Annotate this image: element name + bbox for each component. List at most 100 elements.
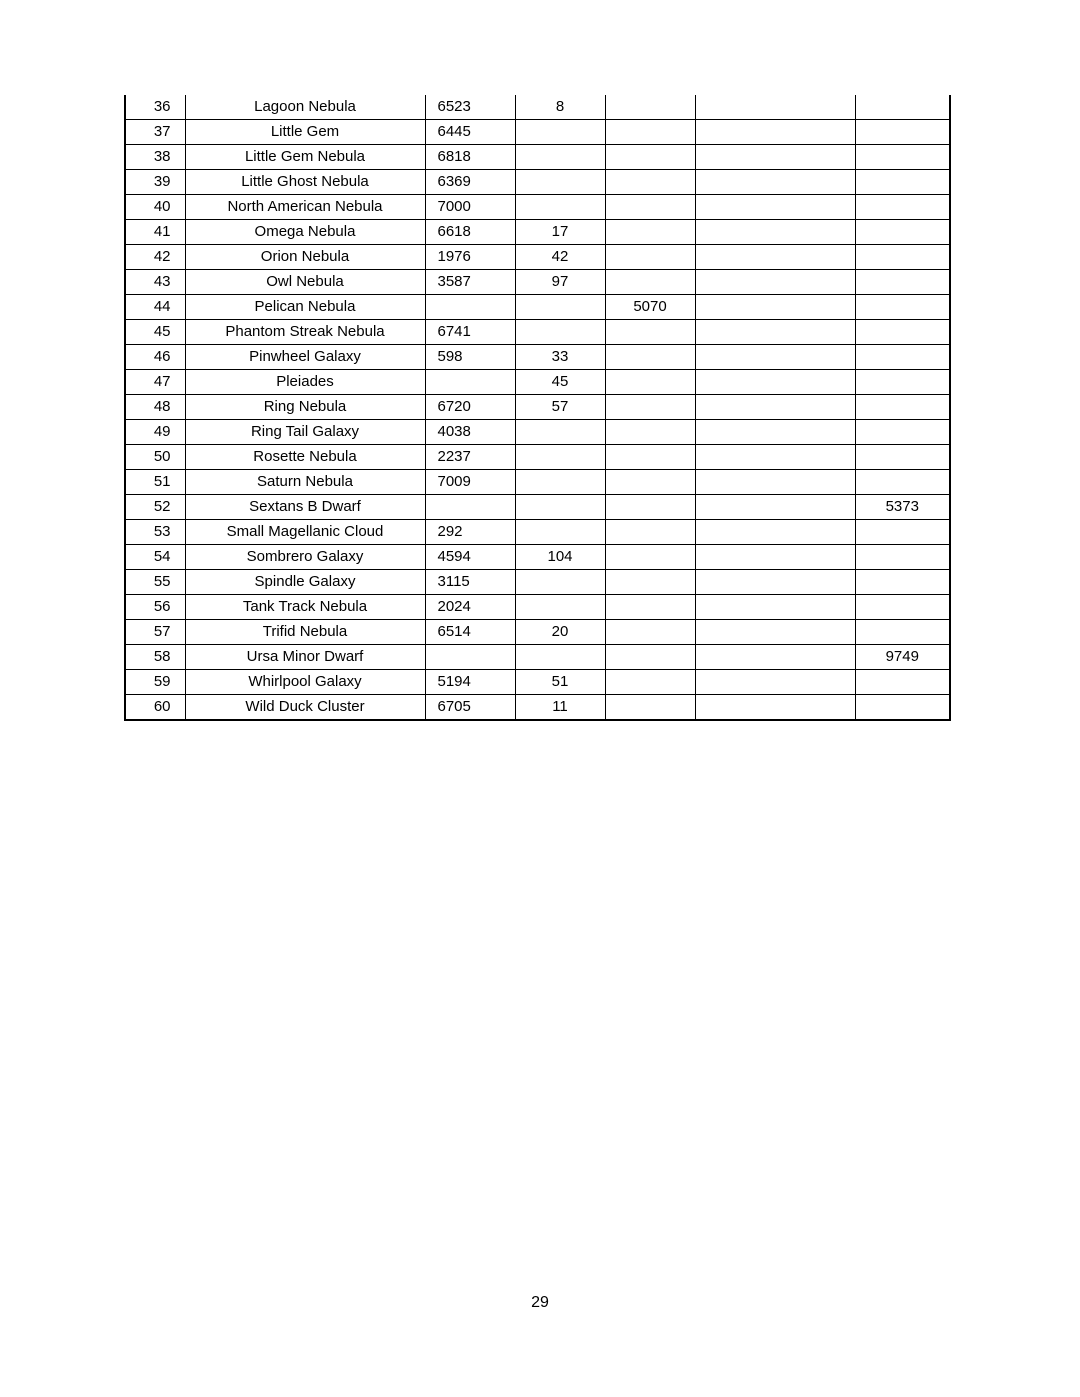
- table-row: 41Omega Nebula661817: [125, 220, 950, 245]
- table-cell: 36: [125, 95, 185, 120]
- table-cell: [695, 695, 855, 721]
- table-cell: 1976: [425, 245, 515, 270]
- table-cell: [515, 595, 605, 620]
- table-row: 39Little Ghost Nebula6369: [125, 170, 950, 195]
- table-cell: Spindle Galaxy: [185, 570, 425, 595]
- table-cell: 6818: [425, 145, 515, 170]
- table-cell: 11: [515, 695, 605, 721]
- table-cell: 38: [125, 145, 185, 170]
- table-cell: [855, 170, 950, 195]
- table-cell: [855, 320, 950, 345]
- table-cell: [695, 295, 855, 320]
- document-page: 36Lagoon Nebula6523837Little Gem644538Li…: [0, 0, 1080, 1397]
- table-row: 38Little Gem Nebula6818: [125, 145, 950, 170]
- table-cell: 59: [125, 670, 185, 695]
- table-cell: [605, 570, 695, 595]
- table-cell: [605, 620, 695, 645]
- table-cell: North American Nebula: [185, 195, 425, 220]
- table-cell: 4038: [425, 420, 515, 445]
- table-cell: [855, 245, 950, 270]
- table-row: 46Pinwheel Galaxy59833: [125, 345, 950, 370]
- table-cell: [605, 420, 695, 445]
- table-cell: [855, 270, 950, 295]
- table-cell: [605, 495, 695, 520]
- table-cell: Tank Track Nebula: [185, 595, 425, 620]
- table-cell: 3115: [425, 570, 515, 595]
- table-cell: [605, 645, 695, 670]
- table-cell: 598: [425, 345, 515, 370]
- table-cell: Trifid Nebula: [185, 620, 425, 645]
- table-cell: [515, 570, 605, 595]
- table-cell: [605, 170, 695, 195]
- table-cell: [515, 320, 605, 345]
- table-cell: [695, 520, 855, 545]
- table-cell: 6514: [425, 620, 515, 645]
- table-cell: [855, 570, 950, 595]
- table-cell: Owl Nebula: [185, 270, 425, 295]
- table-cell: 50: [125, 445, 185, 470]
- table-cell: 53: [125, 520, 185, 545]
- table-row: 57Trifid Nebula651420: [125, 620, 950, 645]
- table-cell: [605, 245, 695, 270]
- table-cell: 39: [125, 170, 185, 195]
- table-cell: Little Gem: [185, 120, 425, 145]
- table-cell: [605, 470, 695, 495]
- table-cell: [695, 120, 855, 145]
- table-cell: 5373: [855, 495, 950, 520]
- table-cell: [855, 545, 950, 570]
- table-cell: [695, 570, 855, 595]
- table-cell: [695, 370, 855, 395]
- table-cell: 6523: [425, 95, 515, 120]
- table-cell: [855, 420, 950, 445]
- table-cell: 51: [515, 670, 605, 695]
- table-cell: [695, 195, 855, 220]
- table-cell: [695, 95, 855, 120]
- table-cell: [695, 595, 855, 620]
- table-cell: [515, 495, 605, 520]
- table-cell: 43: [125, 270, 185, 295]
- table-cell: Pinwheel Galaxy: [185, 345, 425, 370]
- table-cell: [605, 670, 695, 695]
- table-cell: [515, 120, 605, 145]
- table-cell: Sextans B Dwarf: [185, 495, 425, 520]
- table-cell: 46: [125, 345, 185, 370]
- table-row: 48Ring Nebula672057: [125, 395, 950, 420]
- table-cell: [855, 220, 950, 245]
- table-cell: Orion Nebula: [185, 245, 425, 270]
- table-cell: 49: [125, 420, 185, 445]
- table-cell: Little Gem Nebula: [185, 145, 425, 170]
- table-cell: [855, 520, 950, 545]
- table-cell: Sombrero Galaxy: [185, 545, 425, 570]
- table-cell: [855, 445, 950, 470]
- table-cell: 6445: [425, 120, 515, 145]
- table-cell: [695, 320, 855, 345]
- table-cell: Ring Nebula: [185, 395, 425, 420]
- table-row: 40North American Nebula7000: [125, 195, 950, 220]
- table-cell: 2024: [425, 595, 515, 620]
- table-row: 59Whirlpool Galaxy519451: [125, 670, 950, 695]
- table-cell: [515, 445, 605, 470]
- table-cell: 47: [125, 370, 185, 395]
- table-cell: 40: [125, 195, 185, 220]
- table-row: 55Spindle Galaxy3115: [125, 570, 950, 595]
- table-cell: [605, 95, 695, 120]
- table-cell: 8: [515, 95, 605, 120]
- table-cell: [855, 370, 950, 395]
- table-cell: 60: [125, 695, 185, 721]
- table-cell: 57: [515, 395, 605, 420]
- table-cell: [605, 595, 695, 620]
- table-cell: [855, 395, 950, 420]
- page-number: 29: [0, 1294, 1080, 1312]
- table-cell: [855, 195, 950, 220]
- table-row: 43Owl Nebula358797: [125, 270, 950, 295]
- table-cell: 42: [125, 245, 185, 270]
- table-cell: 54: [125, 545, 185, 570]
- table-cell: [855, 120, 950, 145]
- table-cell: [605, 270, 695, 295]
- table-cell: Ring Tail Galaxy: [185, 420, 425, 445]
- table-cell: [605, 120, 695, 145]
- table-container: 36Lagoon Nebula6523837Little Gem644538Li…: [124, 95, 949, 721]
- table-cell: Lagoon Nebula: [185, 95, 425, 120]
- table-cell: 42: [515, 245, 605, 270]
- table-cell: 20: [515, 620, 605, 645]
